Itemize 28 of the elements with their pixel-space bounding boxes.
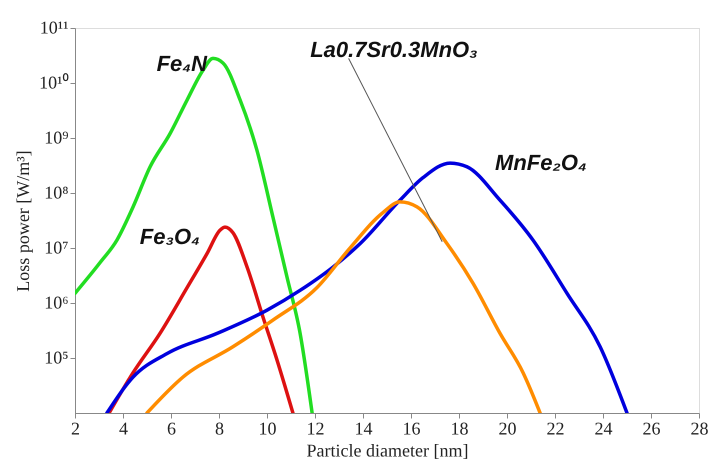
y-tick-label: 10¹¹ — [40, 18, 68, 38]
y-tick-label: 10⁸ — [44, 182, 68, 202]
x-tick-label: 24 — [594, 418, 612, 438]
text: La0.7Sr0.3MnO₃ — [310, 36, 478, 62]
x-tick-label: 22 — [546, 418, 564, 438]
series-label: Fe₄N — [156, 51, 208, 76]
x-tick-label: 8 — [215, 418, 224, 438]
x-tick-label: 14 — [354, 418, 372, 438]
x-tick-label: 4 — [119, 418, 128, 438]
line-series — [75, 56, 314, 413]
x-tick-label: 20 — [498, 418, 516, 438]
x-tick-label: 2 — [71, 418, 80, 438]
y-tick-label: 10⁷ — [44, 238, 68, 258]
y-tick-label: 10⁹ — [44, 128, 68, 148]
x-axis-title: Particle diameter [nm] — [306, 440, 468, 460]
y-tick-label: 10¹⁰ — [39, 72, 68, 92]
x-tick-label: 26 — [642, 418, 660, 438]
y-axis-title: Loss power [W/m³] — [13, 150, 34, 292]
x-tick-label: 6 — [167, 418, 176, 438]
series-label: Fe₃O₄ — [140, 224, 200, 249]
x-tick-label: 10 — [258, 418, 276, 438]
x-tick-label: 16 — [402, 418, 420, 438]
y-tick-label: 10⁵ — [44, 348, 68, 368]
series-label: MnFe₂O₄ — [495, 150, 587, 176]
x-tick-label: 12 — [306, 418, 324, 438]
y-tick-label: 10⁶ — [44, 292, 68, 312]
x-tick-label: 28 — [690, 418, 708, 438]
x-tick-label: 18 — [450, 418, 468, 438]
